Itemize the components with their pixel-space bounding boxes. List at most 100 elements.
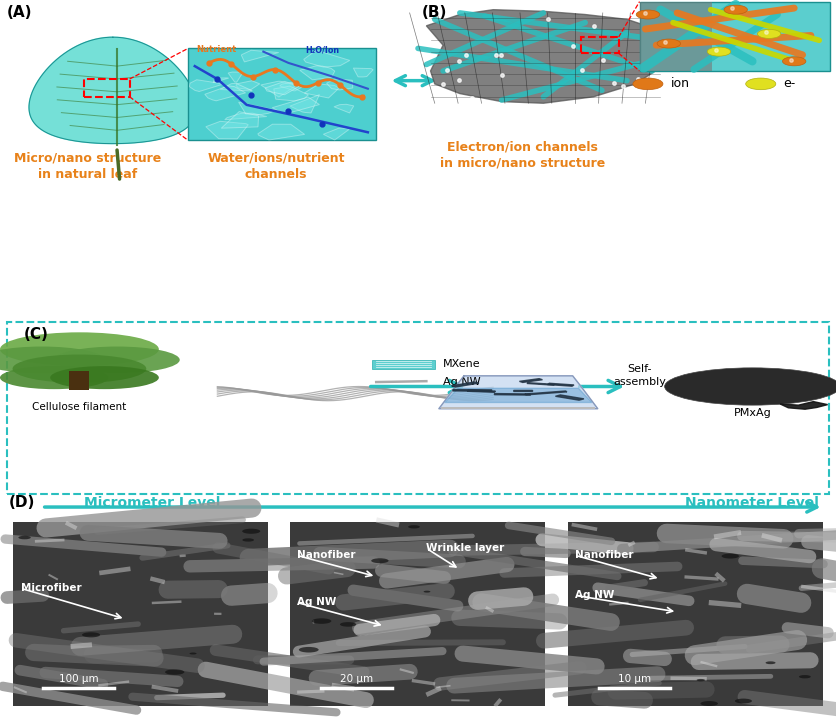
- Circle shape: [18, 536, 31, 539]
- Bar: [13, 522, 268, 706]
- Circle shape: [424, 591, 431, 592]
- Text: e-: e-: [783, 78, 796, 91]
- Circle shape: [799, 675, 811, 679]
- Polygon shape: [261, 81, 296, 97]
- Bar: [290, 522, 545, 706]
- Polygon shape: [220, 83, 252, 91]
- Polygon shape: [222, 112, 258, 128]
- Polygon shape: [548, 384, 574, 386]
- Circle shape: [82, 632, 100, 637]
- Bar: [640, 1, 830, 71]
- Polygon shape: [555, 395, 584, 400]
- Polygon shape: [514, 391, 533, 392]
- Text: Nanofiber: Nanofiber: [575, 550, 634, 560]
- Circle shape: [340, 622, 356, 626]
- Polygon shape: [467, 390, 496, 392]
- Text: (A): (A): [7, 5, 33, 20]
- Circle shape: [766, 661, 776, 664]
- Polygon shape: [205, 86, 246, 101]
- Circle shape: [190, 652, 196, 655]
- Circle shape: [746, 78, 776, 90]
- Text: PMxAg: PMxAg: [733, 407, 772, 418]
- Bar: [188, 49, 376, 141]
- Circle shape: [665, 368, 836, 405]
- Circle shape: [13, 355, 146, 383]
- Polygon shape: [303, 50, 349, 67]
- Text: Ag NW: Ag NW: [443, 377, 481, 386]
- Polygon shape: [273, 86, 308, 101]
- Circle shape: [298, 647, 319, 652]
- Circle shape: [696, 679, 705, 682]
- Text: MXene: MXene: [443, 360, 481, 369]
- Polygon shape: [300, 66, 334, 80]
- Polygon shape: [265, 81, 299, 95]
- Circle shape: [165, 669, 184, 675]
- Circle shape: [757, 29, 781, 38]
- Text: Cellulose filament: Cellulose filament: [33, 402, 126, 413]
- Circle shape: [701, 701, 718, 706]
- Circle shape: [242, 539, 254, 542]
- Polygon shape: [494, 394, 531, 395]
- Polygon shape: [445, 389, 592, 402]
- Text: Electron/ion channels
in micro/nano structure: Electron/ion channels in micro/nano stru…: [440, 141, 605, 170]
- Polygon shape: [327, 79, 353, 90]
- Text: 20 μm: 20 μm: [339, 674, 373, 684]
- Polygon shape: [228, 72, 243, 82]
- Text: Ag NW: Ag NW: [297, 597, 336, 608]
- Circle shape: [312, 618, 331, 624]
- Text: (C): (C): [23, 327, 48, 342]
- Polygon shape: [334, 104, 354, 113]
- Circle shape: [50, 366, 159, 389]
- Polygon shape: [257, 124, 304, 140]
- Polygon shape: [242, 50, 278, 62]
- Polygon shape: [225, 113, 267, 120]
- Bar: [372, 360, 435, 369]
- Circle shape: [724, 5, 747, 14]
- Polygon shape: [238, 102, 275, 115]
- Bar: [581, 37, 619, 53]
- Circle shape: [0, 332, 159, 366]
- Polygon shape: [190, 80, 224, 91]
- Circle shape: [735, 699, 752, 703]
- Circle shape: [0, 347, 104, 373]
- Text: Nanometer Level: Nanometer Level: [686, 497, 819, 510]
- Circle shape: [0, 366, 109, 389]
- Polygon shape: [525, 391, 567, 395]
- Text: ion: ion: [670, 78, 690, 91]
- Circle shape: [721, 554, 739, 558]
- Polygon shape: [426, 9, 669, 103]
- Polygon shape: [451, 382, 479, 387]
- Circle shape: [242, 529, 260, 534]
- Polygon shape: [206, 121, 248, 139]
- Text: Microfiber: Microfiber: [21, 584, 82, 593]
- Text: Ag NW: Ag NW: [575, 590, 614, 600]
- Circle shape: [782, 57, 806, 66]
- Text: 10 μm: 10 μm: [618, 674, 651, 684]
- Bar: [441, 407, 595, 409]
- Polygon shape: [29, 37, 196, 144]
- Polygon shape: [213, 78, 228, 83]
- Text: Micro/nano structure
in natural leaf: Micro/nano structure in natural leaf: [14, 152, 161, 181]
- Text: (B): (B): [422, 5, 447, 20]
- Polygon shape: [280, 83, 302, 91]
- Polygon shape: [453, 389, 492, 392]
- Text: Water/ions/nutrient
channels: Water/ions/nutrient channels: [207, 152, 344, 181]
- Bar: [84, 79, 130, 96]
- Polygon shape: [273, 97, 319, 114]
- Text: H₂O/Ion: H₂O/Ion: [305, 45, 339, 54]
- Polygon shape: [236, 80, 260, 90]
- Circle shape: [636, 10, 660, 19]
- Circle shape: [371, 558, 389, 563]
- Polygon shape: [354, 68, 373, 77]
- Text: Nutrient: Nutrient: [196, 45, 237, 54]
- Polygon shape: [780, 402, 828, 409]
- Bar: [568, 522, 823, 706]
- Text: Self-
assembly: Self- assembly: [613, 364, 666, 387]
- Circle shape: [633, 78, 663, 90]
- Polygon shape: [519, 378, 543, 382]
- Polygon shape: [324, 128, 349, 140]
- Polygon shape: [304, 84, 339, 98]
- Circle shape: [408, 525, 420, 529]
- Text: (D): (D): [8, 495, 35, 510]
- Bar: [69, 370, 89, 390]
